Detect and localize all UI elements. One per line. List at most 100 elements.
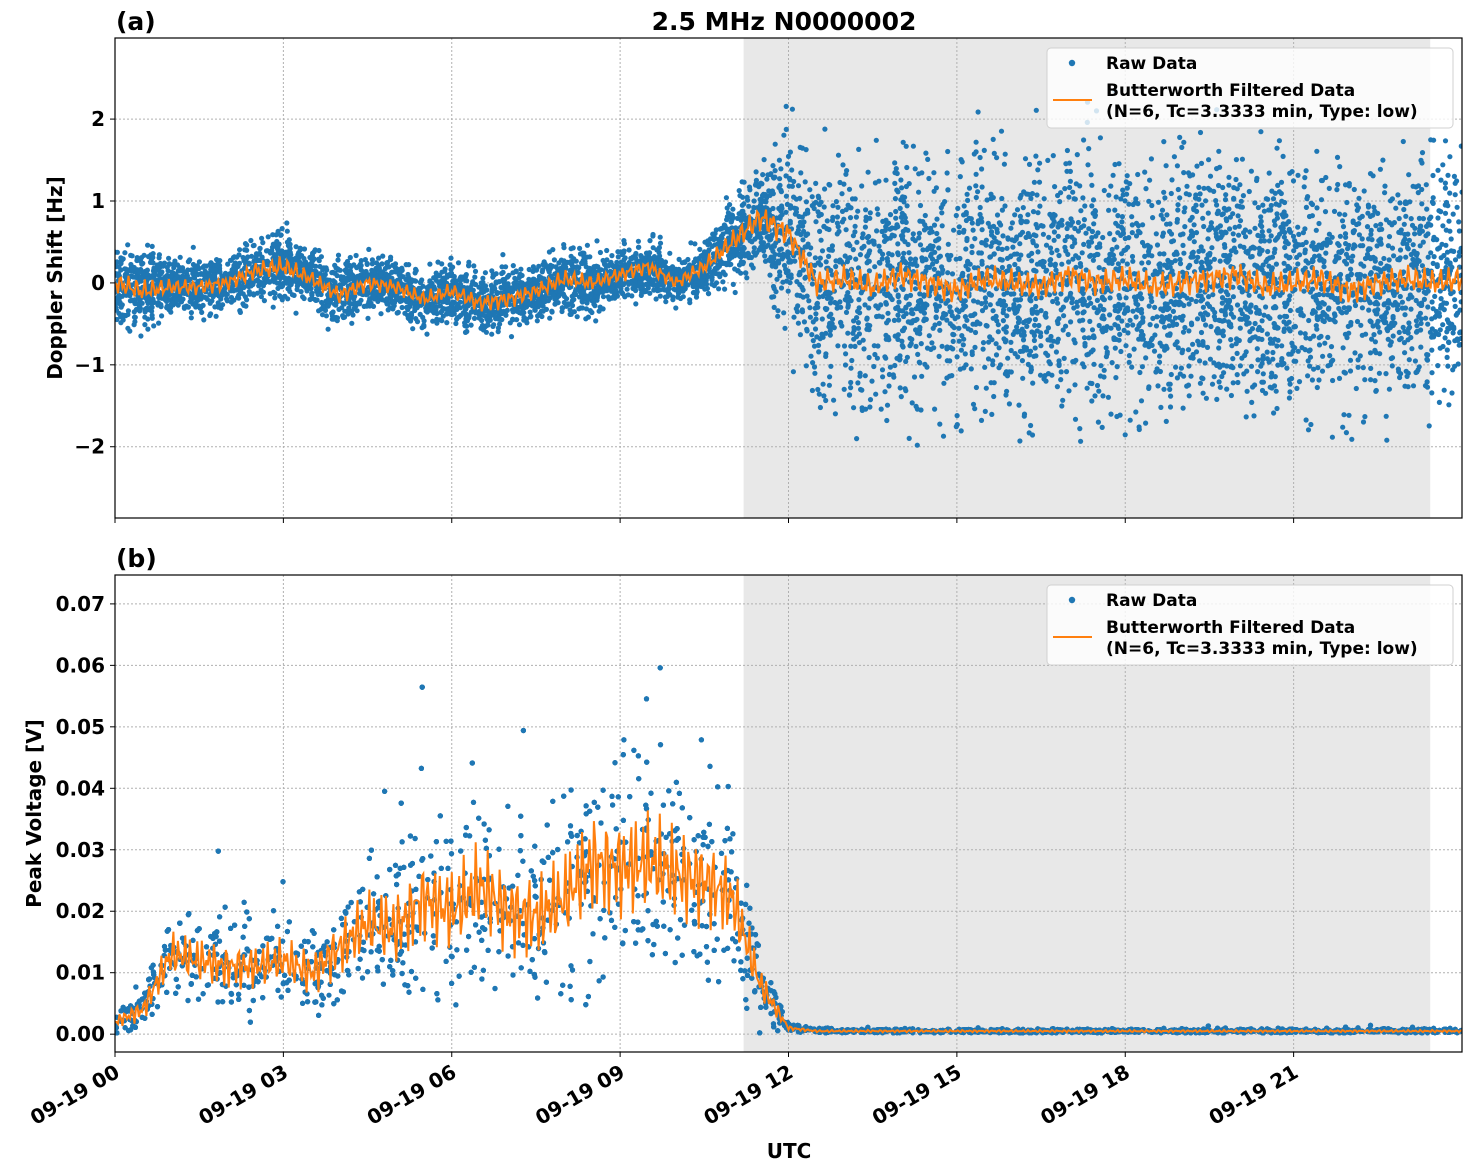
raw-data-point [125, 325, 131, 331]
raw-data-point [527, 314, 534, 320]
raw-data-point [783, 193, 790, 199]
raw-data-point [1077, 426, 1083, 432]
raw-data-point [1030, 240, 1036, 246]
raw-data-point [1216, 379, 1222, 385]
raw-data-point [753, 191, 760, 197]
raw-data-point [1420, 239, 1426, 245]
raw-data-point [1033, 221, 1039, 228]
raw-data-point [257, 245, 263, 251]
raw-data-point [1337, 164, 1343, 170]
raw-data-point [1158, 404, 1164, 410]
raw-data-point [1308, 421, 1314, 428]
raw-data-point [1316, 220, 1322, 227]
raw-data-point [866, 268, 873, 274]
raw-data-point [1175, 345, 1181, 351]
raw-data-point [650, 231, 656, 238]
raw-data-point [865, 169, 871, 175]
raw-data-point [1431, 234, 1437, 240]
raw-data-point [1239, 156, 1245, 162]
raw-data-point [1283, 238, 1289, 244]
raw-data-point [972, 406, 978, 412]
raw-data-point [819, 248, 826, 254]
raw-data-point [701, 273, 707, 279]
raw-data-point [1357, 353, 1363, 359]
raw-data-point [854, 436, 860, 442]
raw-data-point [1143, 420, 1149, 426]
raw-data-point [819, 331, 825, 337]
raw-data-point [1447, 228, 1453, 234]
raw-data-point [1395, 192, 1401, 198]
raw-data-point [1441, 252, 1447, 259]
raw-data-point [1403, 254, 1409, 260]
raw-data-point [842, 253, 848, 259]
raw-data-point [248, 237, 254, 244]
raw-data-point [1090, 197, 1097, 203]
raw-data-point [1293, 358, 1299, 364]
raw-data-point [1382, 183, 1388, 189]
raw-data-point [1083, 230, 1089, 236]
raw-data-point [1018, 332, 1025, 338]
raw-data-point [1368, 231, 1374, 237]
raw-data-point [843, 351, 849, 357]
raw-data-point [1366, 236, 1372, 242]
raw-data-point [1244, 368, 1250, 374]
raw-data-point [1078, 208, 1084, 214]
raw-data-point [1378, 221, 1384, 227]
raw-data-point [705, 290, 712, 297]
raw-data-point [1012, 297, 1018, 303]
raw-data-point [625, 292, 631, 298]
raw-data-point [1041, 196, 1047, 202]
raw-data-point [1348, 266, 1354, 272]
raw-data-point [1066, 194, 1072, 200]
raw-data-point [1326, 185, 1332, 191]
raw-data-point [1268, 233, 1274, 239]
raw-data-point [453, 320, 459, 327]
raw-data-point [1101, 307, 1107, 313]
raw-data-point [309, 290, 315, 296]
raw-data-point [1072, 382, 1078, 388]
raw-data-point [1171, 154, 1177, 160]
raw-data-point [1099, 315, 1105, 321]
raw-data-point [561, 245, 567, 251]
raw-data-point [793, 209, 800, 215]
raw-data-point [774, 276, 780, 282]
raw-data-point [1251, 413, 1257, 419]
raw-data-point [869, 378, 875, 384]
raw-data-point [1178, 365, 1184, 371]
raw-data-point [1028, 367, 1034, 373]
raw-data-point [1258, 214, 1264, 220]
raw-data-point [1174, 251, 1180, 257]
raw-data-point [1037, 203, 1043, 209]
raw-data-point [821, 204, 827, 210]
raw-data-point [807, 305, 813, 311]
raw-data-point [1237, 203, 1243, 210]
raw-data-point [924, 345, 931, 351]
raw-data-point [1101, 187, 1107, 194]
raw-data-point [1321, 301, 1327, 307]
raw-data-point [1301, 288, 1307, 294]
raw-data-point [261, 298, 267, 304]
raw-data-point [921, 292, 927, 298]
raw-data-point [1430, 332, 1436, 338]
raw-data-point [1442, 138, 1449, 144]
raw-data-point [1122, 432, 1128, 438]
raw-data-point [752, 236, 758, 242]
raw-data-point [781, 132, 787, 138]
raw-data-point [301, 246, 308, 252]
raw-data-point [1435, 215, 1441, 221]
raw-data-point [201, 317, 207, 323]
raw-data-point [1143, 186, 1149, 192]
raw-data-point [999, 195, 1005, 202]
raw-data-point [857, 370, 863, 376]
raw-data-point [1031, 267, 1037, 273]
raw-data-point [851, 318, 857, 324]
raw-data-point [1445, 363, 1451, 369]
raw-data-point [807, 187, 813, 193]
raw-data-point [1131, 346, 1137, 352]
raw-data-point [1147, 322, 1153, 328]
raw-data-point [1377, 351, 1383, 357]
raw-data-point [822, 126, 828, 132]
raw-data-point [1272, 190, 1278, 196]
raw-data-point [1170, 319, 1176, 325]
raw-data-point [1309, 310, 1315, 316]
